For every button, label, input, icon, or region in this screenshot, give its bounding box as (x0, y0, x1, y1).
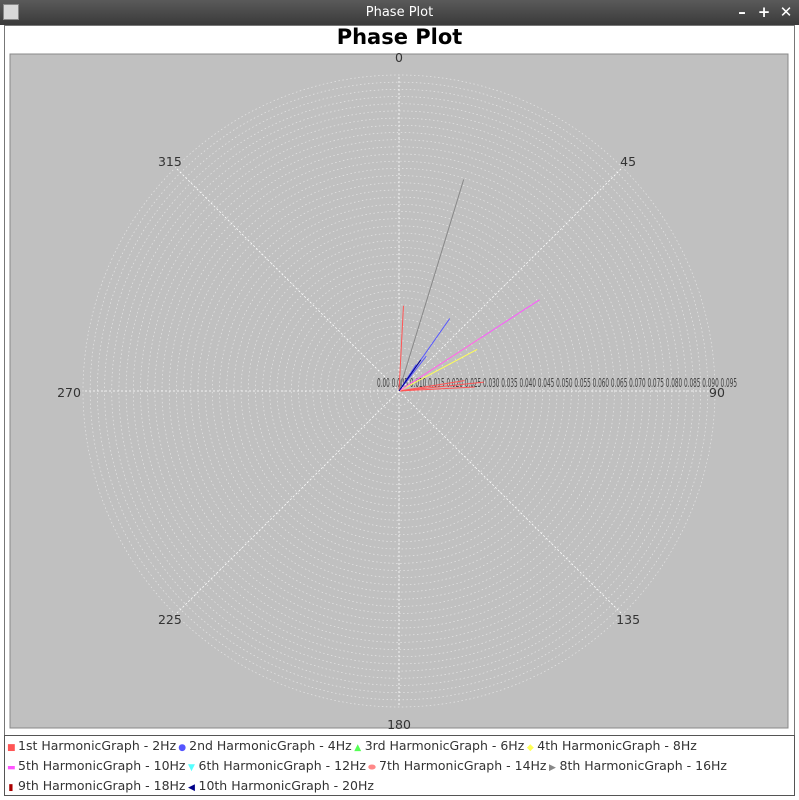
grid-circle (326, 318, 472, 464)
grid-circle (355, 347, 443, 435)
grid-circle (276, 268, 522, 514)
legend-label: 5th HarmonicGraph - 10Hz (18, 758, 186, 773)
legend-marker-icon: ▲ (354, 743, 362, 753)
legend-item: ■ 1st HarmonicGraph - 2Hz (7, 738, 176, 753)
grid-circle (111, 103, 687, 679)
window-title: Phase Plot (365, 5, 434, 20)
legend-marker-icon: ● (178, 743, 187, 753)
legend-item: ▼ 6th HarmonicGraph - 12Hz (188, 758, 367, 773)
series-vector-4 (398, 349, 478, 392)
angle-tick-315: 315 (158, 154, 182, 169)
legend-item: ◆ 4th HarmonicGraph - 8Hz (526, 738, 697, 753)
legend-marker-icon: ▮ (8, 783, 14, 793)
angle-tick-180: 180 (387, 717, 411, 732)
series-vector-1 (398, 305, 404, 392)
grid-circle (211, 203, 587, 579)
grid-circle (312, 304, 486, 478)
angle-tick-135: 135 (616, 612, 640, 627)
legend-item: ▬ 5th HarmonicGraph - 10Hz (7, 758, 186, 773)
grid-circle (104, 96, 694, 686)
grid-circle (255, 247, 543, 535)
legend-marker-icon: ■ (7, 743, 16, 753)
angle-tick-90: 90 (709, 385, 725, 400)
minimize-button[interactable]: – (738, 3, 746, 21)
angle-tick-45: 45 (620, 154, 636, 169)
maximize-button[interactable]: + (757, 3, 771, 21)
legend-label: 8th HarmonicGraph - 16Hz (559, 758, 728, 773)
grid-circle (140, 132, 658, 650)
legend-marker-icon: ▶ (549, 763, 556, 773)
legend-label: 1st HarmonicGraph - 2Hz (18, 738, 177, 753)
legend-label: 7th HarmonicGraph - 14Hz (379, 758, 547, 773)
legend-row: ▬ 5th HarmonicGraph - 10Hz ▼ 6th HarmonicGr… (7, 758, 729, 776)
grid-circle (219, 211, 579, 571)
title-bar[interactable]: Phase Plot – + ✕ (0, 0, 799, 25)
legend-item: ▲ 3rd HarmonicGraph - 6Hz (354, 738, 525, 753)
legend-marker-icon: ◀ (188, 783, 195, 793)
grid-circle (362, 354, 436, 428)
legend-label: 3rd HarmonicGraph - 6Hz (364, 738, 525, 753)
app-icon (3, 4, 19, 20)
legend-marker-icon: ▼ (188, 763, 195, 773)
legend-row: ▮ 9th HarmonicGraph - 18Hz ◀ 10th HarmonicG… (7, 778, 376, 796)
spoke-45 (398, 167, 623, 392)
legend-item: ▶ 8th HarmonicGraph - 16Hz (549, 758, 728, 773)
legend-label: 4th HarmonicGraph - 8Hz (537, 738, 697, 753)
series-vector-8 (398, 179, 465, 392)
spoke-225 (175, 390, 400, 615)
series-vector-1 (398, 380, 465, 392)
legend-item: ● 2nd HarmonicGraph - 4Hz (178, 738, 352, 753)
grid-circle (348, 340, 450, 442)
series-vector-1 (398, 386, 475, 392)
spoke-315 (175, 167, 400, 392)
legend-marker-icon: ◆ (526, 743, 534, 753)
legend-label: 10th HarmonicGraph - 20Hz (198, 778, 374, 793)
grid-circle (82, 74, 716, 708)
legend-label: 9th HarmonicGraph - 18Hz (18, 778, 186, 793)
series-vector-1 (398, 381, 484, 392)
legend-marker-icon: ⬬ (368, 763, 376, 773)
grid-circle (183, 175, 615, 607)
legend-item: ◀ 10th HarmonicGraph - 20Hz (188, 778, 374, 793)
legend-label: 2nd HarmonicGraph - 4Hz (189, 738, 352, 753)
legend-marker-icon: ▬ (7, 763, 16, 773)
series-vector-10 (398, 359, 422, 392)
grid-circle (247, 239, 551, 543)
grid-circle (290, 282, 508, 500)
radius-tick-labels: 0.00 0.005 0.010 0.015 0.020 0.025 0.030… (377, 376, 737, 390)
grid-circle (176, 168, 622, 614)
grid-circle (384, 376, 414, 406)
spoke-135 (398, 390, 623, 615)
grid-circle (319, 311, 479, 471)
legend-label: 6th HarmonicGraph - 12Hz (198, 758, 367, 773)
legend: ■ 1st HarmonicGraph - 2Hz ● 2nd HarmonicGra… (4, 735, 795, 796)
close-button[interactable]: ✕ (779, 3, 793, 21)
angle-tick-0: 0 (395, 50, 403, 65)
legend-item: ▮ 9th HarmonicGraph - 18Hz (7, 778, 186, 793)
angle-tick-225: 225 (158, 612, 182, 627)
grid-circle (283, 275, 515, 507)
polar-plot: 0 45 90 135 180 225 270 315 0.00 0.005 0.010 0.0… (9, 50, 789, 732)
angle-tick-270: 270 (57, 385, 81, 400)
grid-circle (147, 139, 651, 643)
legend-row: ■ 1st HarmonicGraph - 2Hz ● 2nd HarmonicGra… (7, 738, 699, 756)
legend-item: ⬬ 7th HarmonicGraph - 14Hz (368, 758, 547, 773)
series-vector-5 (398, 299, 540, 392)
chart-title: Phase Plot (336, 25, 463, 49)
